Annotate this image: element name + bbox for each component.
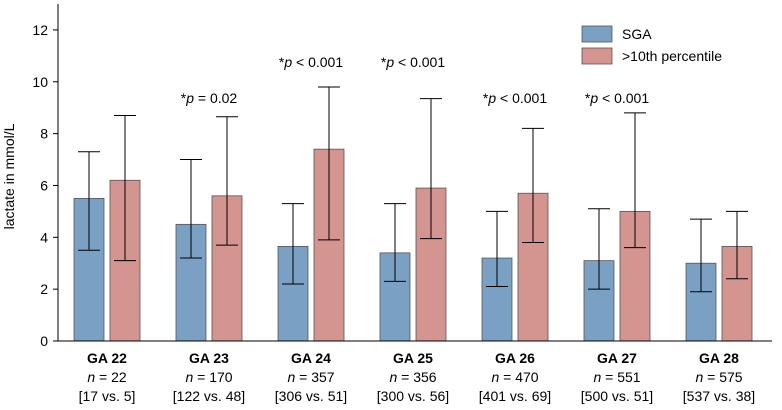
group-n-symbol: n <box>287 369 295 385</box>
group-split: [122 vs. 48] <box>173 388 245 404</box>
p-value-text: < 0.001 <box>496 90 547 106</box>
p-value-label: *p = 0.02 <box>181 90 238 106</box>
group-split: [500 vs. 51] <box>581 388 653 404</box>
group-split: [300 vs. 56] <box>377 388 449 404</box>
x-axis-group-labels: GA 22 n = 22 [17 vs. 5] GA 23 n = 170 [122 vs… <box>79 350 756 404</box>
p-value-text: < 0.001 <box>598 90 649 106</box>
y-axis-ticks: 0 2 4 6 8 10 12 <box>32 22 58 349</box>
group-n-value: = 356 <box>397 369 437 385</box>
y-tick-label: 0 <box>40 333 48 349</box>
group-n-value: = 170 <box>193 369 233 385</box>
legend: SGA >10th percentile <box>581 25 722 65</box>
group-n-symbol: n <box>695 369 703 385</box>
group-label: GA 26 <box>495 350 535 366</box>
legend-swatch-above-10th <box>581 47 613 65</box>
y-tick-label: 2 <box>40 281 48 297</box>
group-n: n = 22 <box>87 369 127 385</box>
p-value-p: p <box>283 54 292 70</box>
group-label: GA 25 <box>393 350 433 366</box>
group-n: n = 357 <box>287 369 334 385</box>
group-n-symbol: n <box>593 369 601 385</box>
group-n: n = 575 <box>695 369 742 385</box>
group-label: GA 28 <box>699 350 739 366</box>
p-value-star: * <box>181 90 187 106</box>
group-n-symbol: n <box>185 369 193 385</box>
group-n: n = 170 <box>185 369 232 385</box>
bar-sga-ga-25 <box>379 252 411 342</box>
group-split: [306 vs. 51] <box>275 388 347 404</box>
p-value-text: < 0.001 <box>394 54 445 70</box>
group-n-value: = 22 <box>95 369 127 385</box>
p-value-text: < 0.001 <box>292 54 343 70</box>
p-value-text: = 0.02 <box>194 90 237 106</box>
p-value-p: p <box>487 90 496 106</box>
y-tick-label: 8 <box>40 126 48 142</box>
legend-label-sga: SGA <box>622 26 652 42</box>
y-tick-label: 12 <box>32 22 48 38</box>
bar-above-10th-ga-25 <box>415 187 447 342</box>
group-n-symbol: n <box>87 369 95 385</box>
group-n-symbol: n <box>389 369 397 385</box>
p-value-label: *p < 0.001 <box>279 54 343 70</box>
p-value-star: * <box>381 54 387 70</box>
y-tick-label: 10 <box>32 74 48 90</box>
group-n: n = 551 <box>593 369 640 385</box>
y-tick-label: 4 <box>40 229 48 245</box>
p-value-p: p <box>185 90 194 106</box>
group-n: n = 470 <box>491 369 538 385</box>
group-n-value: = 357 <box>295 369 335 385</box>
group-label: GA 23 <box>189 350 229 366</box>
group-split: [401 vs. 69] <box>479 388 551 404</box>
p-value-star: * <box>279 54 285 70</box>
group-n-symbol: n <box>491 369 499 385</box>
group-split: [17 vs. 5] <box>79 388 136 404</box>
group-label: GA 22 <box>87 350 127 366</box>
group-n-value: = 470 <box>499 369 539 385</box>
legend-label-above-10th: >10th percentile <box>622 48 722 64</box>
y-axis-label: lactate in mmol/L <box>1 123 17 229</box>
y-tick-label: 6 <box>40 177 48 193</box>
p-value-p: p <box>385 54 394 70</box>
p-value-star: * <box>483 90 489 106</box>
bars <box>73 148 753 342</box>
p-value-p: p <box>589 90 598 106</box>
axes <box>57 4 772 342</box>
legend-swatch-sga <box>581 25 613 43</box>
group-label: GA 24 <box>291 350 331 366</box>
group-n-value: = 575 <box>703 369 743 385</box>
group-split: [537 vs. 38] <box>683 388 755 404</box>
group-n-value: = 551 <box>601 369 641 385</box>
p-value-star: * <box>585 90 591 106</box>
p-value-label: *p < 0.001 <box>585 90 649 106</box>
p-value-label: *p < 0.001 <box>483 90 547 106</box>
group-label: GA 27 <box>597 350 637 366</box>
error-bars <box>78 86 748 293</box>
p-value-label: *p < 0.001 <box>381 54 445 70</box>
group-n: n = 356 <box>389 369 436 385</box>
p-value-annotations: *p = 0.02*p < 0.001 *p < 0.001*p < 0.001 *… <box>181 54 650 106</box>
